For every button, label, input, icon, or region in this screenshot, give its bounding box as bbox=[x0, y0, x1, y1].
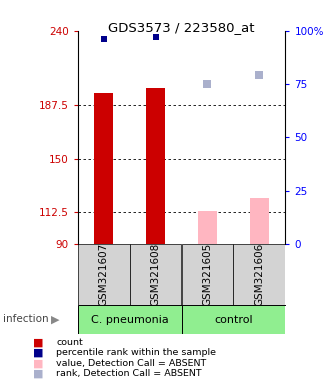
Bar bbox=[94, 93, 114, 244]
Text: percentile rank within the sample: percentile rank within the sample bbox=[56, 348, 216, 358]
Bar bbox=[129, 244, 182, 305]
Bar bbox=[182, 305, 285, 334]
Bar bbox=[198, 211, 217, 244]
Text: GSM321605: GSM321605 bbox=[203, 243, 213, 306]
Text: rank, Detection Call = ABSENT: rank, Detection Call = ABSENT bbox=[56, 369, 202, 378]
Text: GSM321607: GSM321607 bbox=[99, 243, 109, 306]
Text: C. pneumonia: C. pneumonia bbox=[91, 314, 168, 325]
Text: count: count bbox=[56, 338, 83, 347]
Text: ■: ■ bbox=[33, 369, 44, 379]
Bar bbox=[249, 199, 269, 244]
Text: GDS3573 / 223580_at: GDS3573 / 223580_at bbox=[108, 21, 255, 34]
Text: value, Detection Call = ABSENT: value, Detection Call = ABSENT bbox=[56, 359, 206, 368]
Text: control: control bbox=[214, 314, 253, 325]
Bar bbox=[234, 244, 285, 305]
Text: infection: infection bbox=[3, 314, 49, 324]
Text: GSM321606: GSM321606 bbox=[254, 243, 264, 306]
Bar bbox=[182, 244, 234, 305]
Text: ▶: ▶ bbox=[51, 314, 60, 324]
Bar bbox=[78, 244, 129, 305]
Text: ■: ■ bbox=[33, 358, 44, 368]
Text: ■: ■ bbox=[33, 348, 44, 358]
Bar bbox=[146, 88, 165, 244]
Text: ■: ■ bbox=[33, 338, 44, 348]
Bar bbox=[78, 305, 182, 334]
Text: GSM321608: GSM321608 bbox=[150, 243, 160, 306]
